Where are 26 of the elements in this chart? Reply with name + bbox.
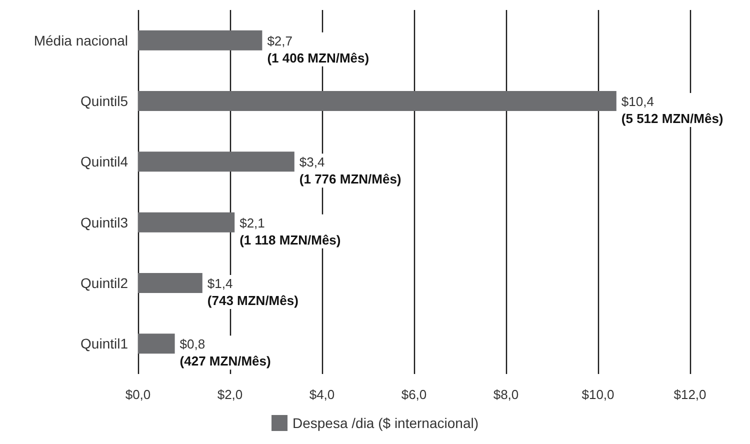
x-tick-label: $2,0	[217, 387, 243, 402]
x-tick-label: $12,0	[674, 387, 706, 402]
y-tick-label: Quintil1	[80, 336, 128, 352]
data-label: $3,4 (1 776 MZN/Mês)	[299, 154, 402, 187]
x-tick-label: $10,0	[582, 387, 614, 402]
y-tick-label: Quintil4	[80, 154, 128, 170]
data-label: $0,8 (427 MZN/Mês)	[180, 336, 271, 369]
x-tick-label: $0,0	[125, 387, 151, 402]
bar	[138, 91, 616, 111]
x-tick-label: $8,0	[493, 387, 519, 402]
data-label: $2,7 (1 406 MZN/Mês)	[267, 33, 370, 66]
bar	[138, 273, 202, 293]
y-tick-label: Quintil5	[80, 93, 128, 109]
bar	[138, 152, 294, 172]
y-tick-label: Média nacional	[34, 32, 128, 48]
y-tick-label: Quintil2	[80, 275, 128, 291]
data-label: $2,1 (1 118 MZN/Mês)	[240, 215, 341, 248]
data-label: $1,4 (743 MZN/Mês)	[207, 276, 298, 308]
bar	[138, 30, 262, 50]
x-tick-label: $4,0	[309, 387, 335, 402]
legend-label: Despesa /dia ($ internacional)	[292, 415, 479, 431]
x-tick-label: $6,0	[401, 387, 427, 402]
bar	[138, 334, 175, 354]
bar	[138, 212, 235, 232]
data-label: $10,4 (5 512 MZN/Mês)	[621, 94, 724, 126]
y-tick-label: Quintil3	[80, 214, 128, 230]
